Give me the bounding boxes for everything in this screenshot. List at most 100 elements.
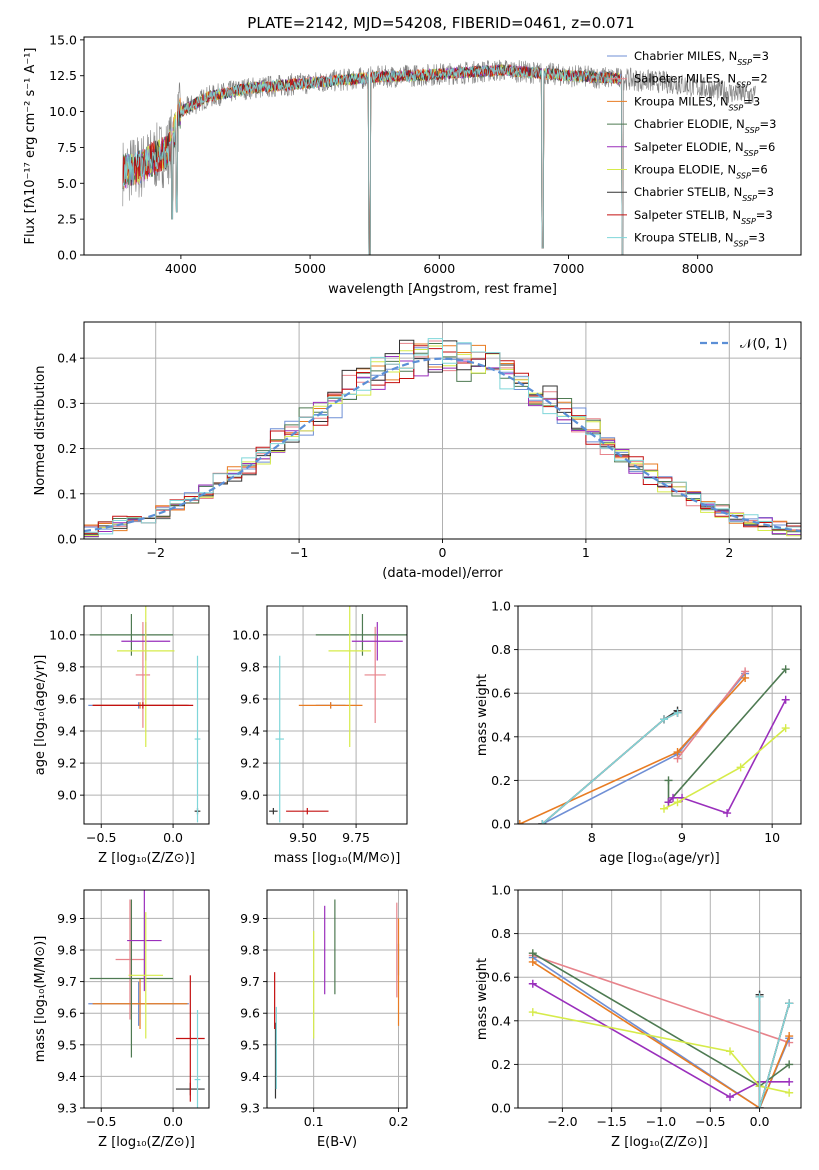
point-marker bbox=[528, 949, 537, 958]
point-marker bbox=[518, 820, 524, 824]
plot-area bbox=[518, 665, 790, 824]
x-tick-label: 7000 bbox=[553, 261, 585, 276]
x-tick-label: 9.75 bbox=[342, 830, 370, 845]
x-axis-label: Z [log₁₀(Z/Z⊙)] bbox=[611, 1135, 708, 1150]
point-marker bbox=[755, 1104, 764, 1108]
spectrum-data-line bbox=[122, 59, 756, 255]
plot-area bbox=[122, 59, 756, 255]
axes-frame bbox=[83, 36, 802, 256]
series-kroupa-miles bbox=[532, 961, 790, 1108]
series-kroupa-miles bbox=[519, 677, 746, 824]
y-tick-label: 1.0 bbox=[491, 883, 511, 898]
y-tick-label: 9.6 bbox=[240, 1006, 260, 1021]
y-tick-label: 9.6 bbox=[240, 691, 260, 706]
y-tick-label: 9.7 bbox=[240, 974, 260, 989]
legend-entry: Kroupa ELODIE, NSSP=6 bbox=[634, 163, 768, 181]
point-marker bbox=[785, 1077, 794, 1086]
y-tick-label: 9.5 bbox=[240, 1037, 260, 1052]
legend-entry: 𝒩(0, 1) bbox=[740, 337, 787, 352]
y-tick-label: 9.0 bbox=[240, 788, 260, 803]
x-tick-label: −1.0 bbox=[646, 1114, 676, 1129]
x-tick-label: −0.5 bbox=[86, 1114, 116, 1129]
y-tick-label: 5.0 bbox=[57, 176, 77, 191]
x-tick-label: 0.0 bbox=[163, 1114, 183, 1129]
point-marker bbox=[781, 665, 790, 674]
y-axis-label: mass [log₁₀(M/M⊙)] bbox=[33, 936, 48, 1063]
legend-entry: Salpeter STELIB, NSSP=3 bbox=[634, 208, 773, 226]
y-axis-label: age [log₁₀(age/yr)] bbox=[33, 655, 48, 776]
y-tick-label: 0.8 bbox=[491, 926, 511, 941]
x-axis-label: mass [log₁₀(M/M⊙)] bbox=[274, 851, 401, 866]
chart-weight-vs-age: 8 9 10 0.0 0.2 0.4 0.6 0.8 1.0 age [log₁₀(age/yr)… bbox=[475, 599, 802, 866]
spectrum-model-kroupa-miles bbox=[122, 65, 623, 255]
y-tick-label: 0.1 bbox=[57, 486, 77, 501]
point-marker bbox=[538, 820, 547, 824]
y-tick-label: 0.2 bbox=[57, 441, 77, 456]
y-tick-label: 15.0 bbox=[49, 32, 77, 47]
x-tick-label: −0.5 bbox=[86, 830, 116, 845]
series-chabrier-elodie bbox=[667, 668, 787, 805]
x-tick-label: −1.5 bbox=[596, 1114, 626, 1129]
point-marker bbox=[664, 776, 673, 785]
y-tick-label: 0.3 bbox=[57, 396, 77, 411]
axes-frame bbox=[83, 605, 210, 825]
chart-age-vs-Z: −0.5 0.0 9.0 9.2 9.4 9.6 9.8 10.0 Z [log₁₀(Z/Z⊙)… bbox=[33, 605, 210, 866]
axes-frame bbox=[517, 889, 802, 1109]
y-tick-label: 7.5 bbox=[57, 140, 77, 155]
point-marker bbox=[528, 1008, 537, 1017]
x-tick-label: 8 bbox=[588, 830, 596, 845]
y-tick-label: 9.4 bbox=[57, 1069, 77, 1084]
point-marker bbox=[673, 798, 682, 807]
axes-frame bbox=[266, 889, 408, 1109]
y-tick-label: 9.8 bbox=[240, 659, 260, 674]
histogram-kroupa-stelib bbox=[84, 338, 801, 535]
y-tick-label: 0.4 bbox=[57, 351, 77, 366]
y-tick-label: 0.4 bbox=[491, 1013, 511, 1028]
y-tick-label: 0.0 bbox=[57, 532, 77, 547]
point-marker bbox=[741, 673, 750, 682]
point-marker bbox=[528, 979, 537, 988]
legend-entry: Chabrier STELIB, NSSP=3 bbox=[634, 185, 774, 203]
x-tick-label: 0.2 bbox=[389, 1114, 409, 1129]
y-axis-label: mass weight bbox=[475, 958, 490, 1040]
y-axis-label: Flux [fλ10⁻¹⁷ erg cm⁻² s⁻¹ A⁻¹] bbox=[23, 48, 38, 245]
spectrum-model-salpeter-stelib bbox=[122, 64, 623, 255]
y-tick-label: 0.6 bbox=[491, 686, 511, 701]
y-axis-label: mass weight bbox=[475, 674, 490, 756]
y-tick-label: 10.0 bbox=[49, 104, 77, 119]
x-tick-label: 2 bbox=[725, 545, 733, 560]
y-tick-label: 9.3 bbox=[57, 1101, 77, 1116]
chart-residuals: −2 −1 0 1 2 0.0 0.1 0.2 0.3 0.4 (data-model)/error… bbox=[33, 321, 802, 581]
y-tick-label: 1.0 bbox=[491, 599, 511, 614]
y-tick-label: 9.4 bbox=[240, 724, 260, 739]
spectrum-model-salpeter-elodie bbox=[122, 64, 623, 255]
y-axis-label: Normed distribution bbox=[33, 366, 48, 496]
x-axis-label: (data-model)/error bbox=[382, 566, 503, 581]
spectrum-model-kroupa-elodie bbox=[122, 63, 623, 255]
legend-entry: Chabrier ELODIE, NSSP=3 bbox=[634, 117, 776, 135]
point-marker bbox=[726, 1093, 735, 1102]
series-salpeter-miles bbox=[532, 954, 790, 1044]
legend-entry: Kroupa MILES, NSSP=3 bbox=[634, 94, 760, 112]
series-kroupa-elodie bbox=[663, 727, 787, 810]
y-tick-label: 9.9 bbox=[57, 911, 77, 926]
series-kroupa-stelib bbox=[541, 712, 678, 824]
legend-entry: Chabrier MILES, NSSP=3 bbox=[634, 49, 769, 67]
plot-area bbox=[528, 949, 794, 1108]
x-axis-label: E(B-V) bbox=[317, 1135, 357, 1150]
x-tick-label: −0.5 bbox=[695, 1114, 725, 1129]
point-marker bbox=[755, 992, 764, 1001]
point-marker bbox=[736, 763, 745, 772]
point-marker bbox=[723, 809, 732, 818]
point-marker bbox=[785, 1032, 794, 1041]
point-marker bbox=[660, 715, 669, 724]
x-tick-label: 6000 bbox=[423, 261, 455, 276]
y-tick-label: 9.2 bbox=[240, 756, 260, 771]
y-tick-label: 9.6 bbox=[57, 691, 77, 706]
plot-area bbox=[88, 890, 205, 1108]
x-axis-label: wavelength [Angstrom, rest frame] bbox=[328, 282, 557, 297]
y-tick-label: 0.2 bbox=[491, 1057, 511, 1072]
y-tick-label: 0.2 bbox=[491, 773, 511, 788]
legend: Chabrier MILES, NSSP=3 Salpeter MILES, NS… bbox=[607, 49, 776, 248]
spectrum-model-salpeter-miles bbox=[122, 64, 623, 255]
